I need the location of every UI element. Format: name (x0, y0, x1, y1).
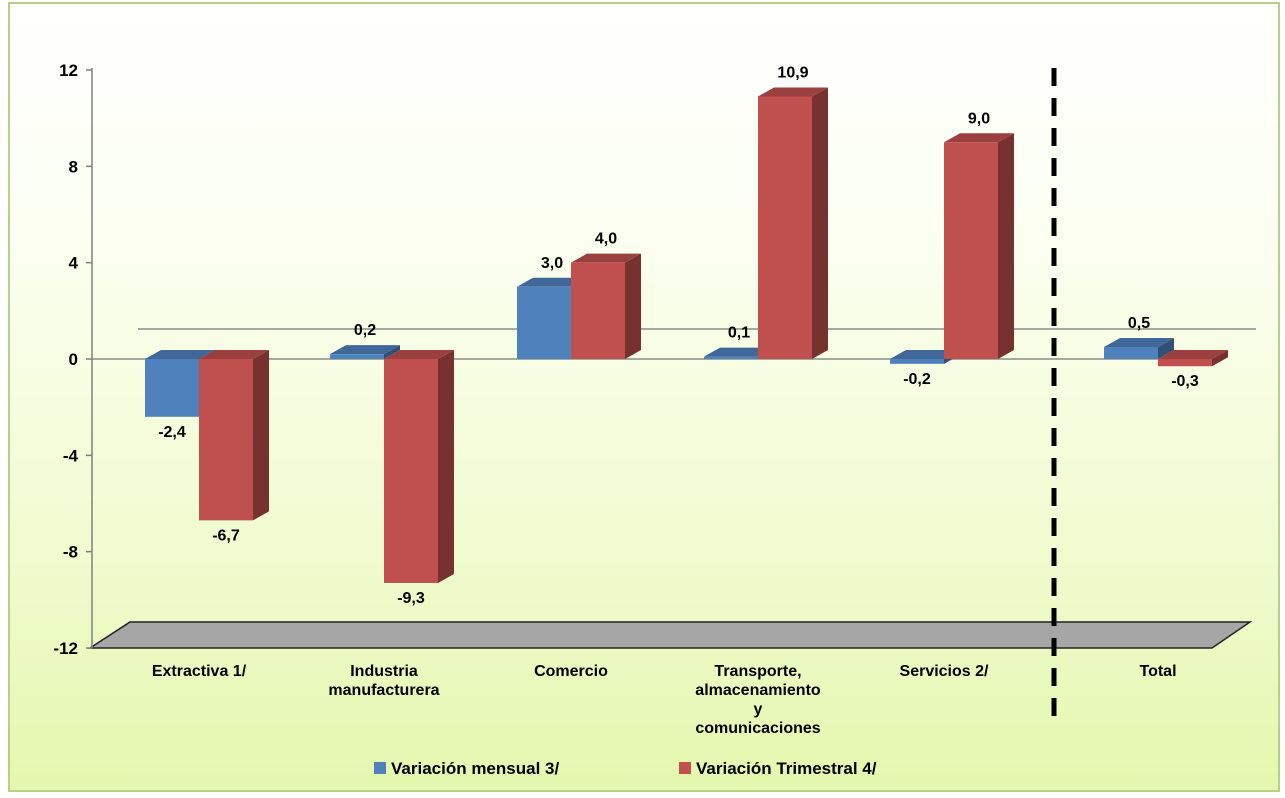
data-label: -0,3 (1171, 373, 1199, 390)
bar-mensual-5 (1104, 337, 1174, 359)
data-label: 3,0 (541, 255, 563, 272)
bar-trimestral-4 (944, 133, 1014, 359)
data-label: -0,2 (903, 371, 931, 388)
bar-mensual-1 (330, 345, 400, 359)
data-label: 10,9 (777, 64, 808, 81)
data-label: 0,2 (354, 322, 376, 339)
bar-trimestral-3 (758, 87, 828, 359)
y-tick-label: -8 (63, 543, 78, 562)
y-tick-label: -12 (53, 639, 78, 658)
chart-floor (87, 621, 1253, 649)
y-tick-label: 0 (69, 350, 78, 369)
data-label: -9,3 (397, 590, 425, 607)
y-tick-label: 8 (69, 157, 78, 176)
legend-label: Variación Trimestral 4/ (696, 759, 877, 778)
category-label: Industria manufacturera (328, 663, 439, 699)
legend-label: Variación mensual 3/ (391, 759, 559, 778)
legend-swatch (679, 762, 691, 774)
y-tick-label: 12 (59, 61, 78, 80)
legend-swatch (374, 762, 386, 774)
data-label: 0,5 (1128, 315, 1150, 332)
data-label: -2,4 (158, 424, 186, 441)
data-label: -6,7 (212, 527, 240, 544)
category-label: Transporte, almacenamiento y comunicaciones (695, 663, 821, 737)
category-label: Total (1139, 663, 1176, 680)
data-label: 9,0 (968, 110, 990, 127)
category-label: Extractiva 1/ (152, 663, 247, 680)
bar-trimestral-2 (571, 253, 641, 359)
data-label: 0,1 (728, 325, 750, 342)
bar-trimestral-5 (1158, 350, 1228, 367)
bar-trimestral-0 (199, 350, 269, 521)
y-tick-label: 4 (69, 254, 79, 273)
category-label: Servicios 2/ (900, 663, 990, 680)
bar-trimestral-1 (384, 350, 454, 583)
data-label: 4,0 (595, 231, 617, 248)
y-tick-label: -4 (63, 446, 79, 465)
category-label: Comercio (534, 663, 608, 680)
